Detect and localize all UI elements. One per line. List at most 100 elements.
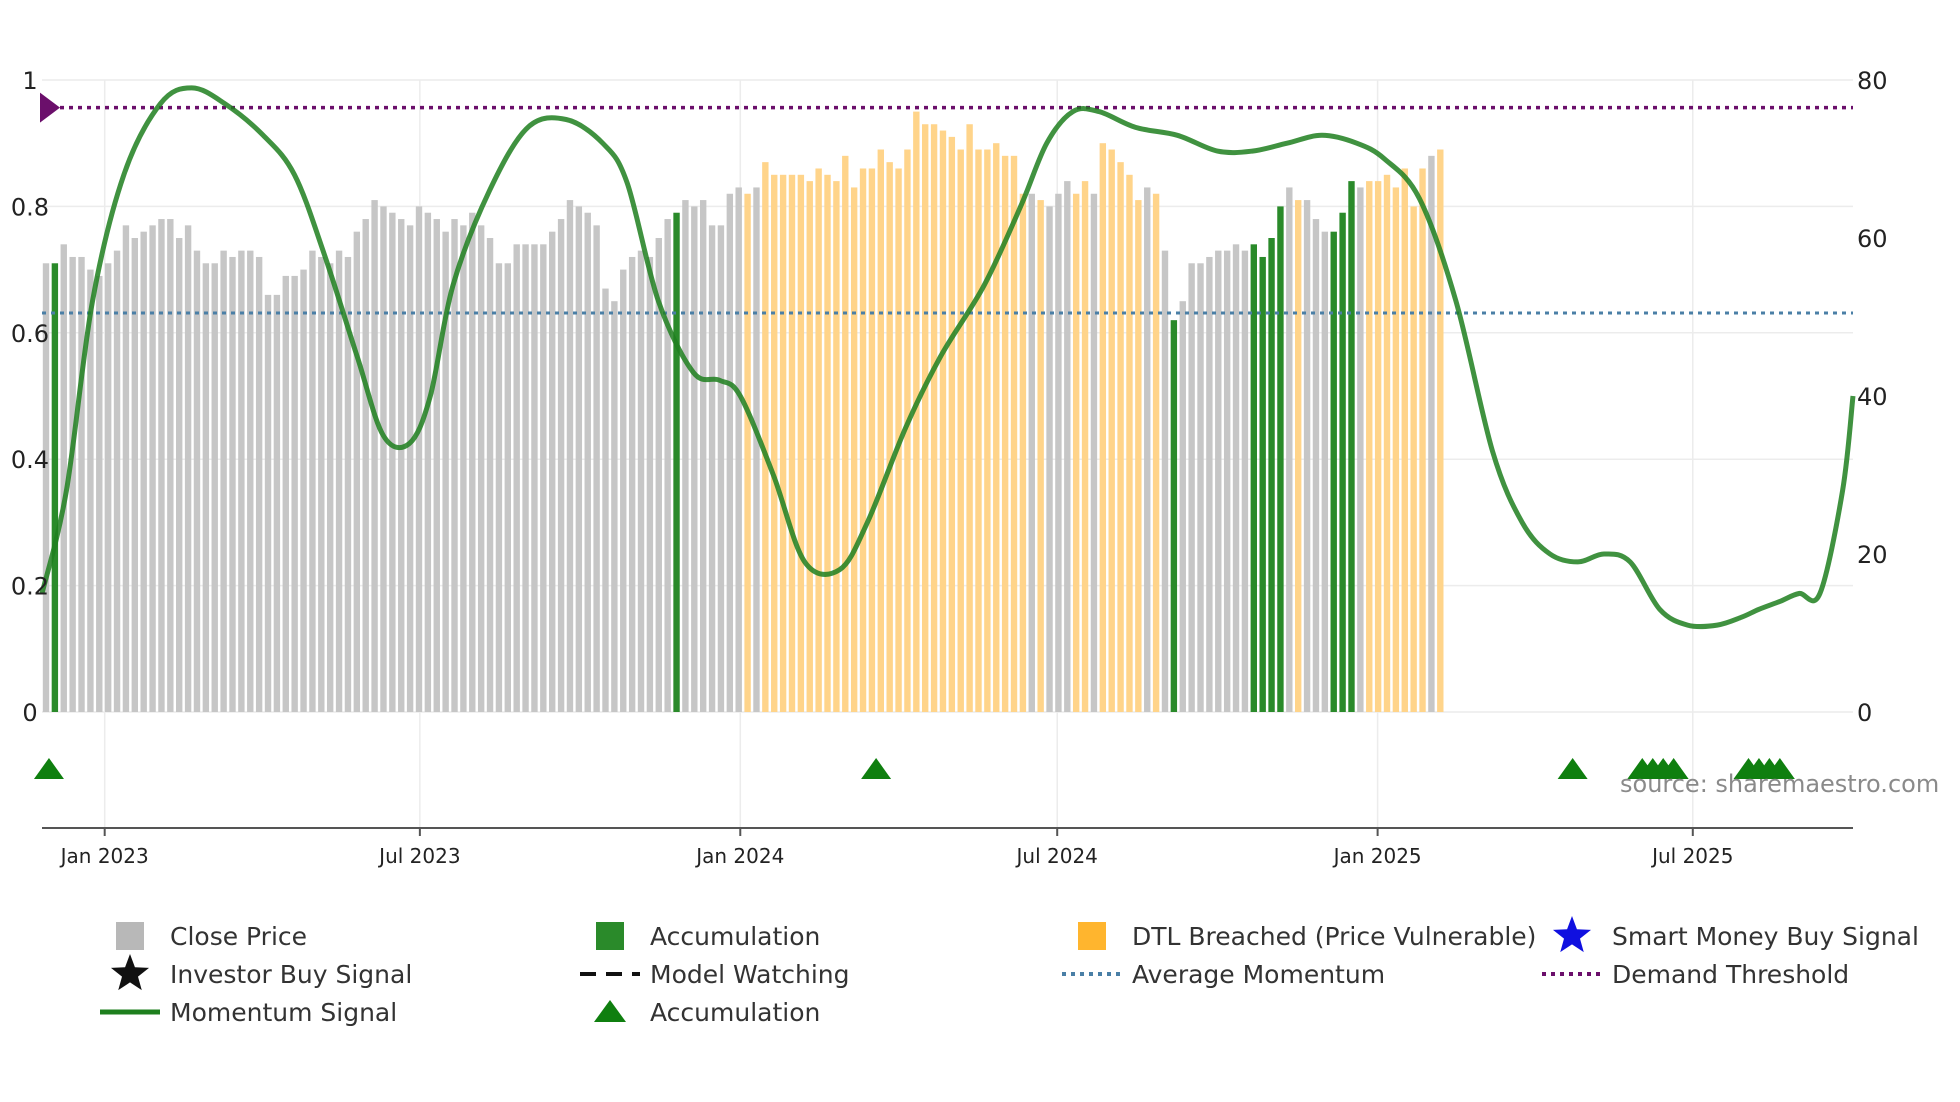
bar-series	[42, 111, 1444, 713]
bar	[1028, 193, 1035, 712]
bar	[1312, 219, 1320, 713]
bar	[291, 275, 298, 712]
bar	[886, 162, 893, 712]
bar	[184, 225, 192, 713]
left-axis-ticks: 0 0.2 0.4 0.6 0.8 1	[11, 67, 49, 727]
bar	[575, 206, 583, 712]
bar	[220, 250, 227, 712]
accumulation-legend-icon	[596, 922, 624, 950]
bar	[593, 225, 600, 713]
bar	[371, 200, 378, 712]
bar	[1072, 193, 1080, 712]
bar	[1383, 174, 1391, 713]
bar	[1197, 263, 1204, 712]
bar	[922, 124, 929, 713]
bar	[1259, 256, 1266, 712]
right-axis-ticks: 0 20 40 60 80	[1857, 67, 1888, 727]
bar	[522, 244, 529, 712]
bar	[42, 263, 50, 712]
bar	[69, 256, 76, 712]
bar	[930, 124, 938, 713]
bar	[1330, 231, 1337, 712]
reference-lines	[40, 92, 1853, 315]
legend-label: Investor Buy Signal	[170, 960, 412, 989]
bar	[442, 231, 449, 712]
bar	[566, 200, 574, 712]
bar	[771, 174, 778, 713]
bar	[398, 219, 405, 713]
bar	[424, 212, 432, 712]
bar	[309, 250, 316, 712]
bar	[966, 124, 973, 713]
left-tick-label: 1	[22, 67, 37, 95]
bar	[1108, 149, 1115, 712]
bar	[1303, 200, 1311, 712]
bar	[273, 294, 281, 712]
bar	[1001, 155, 1009, 713]
legend-label: Accumulation	[650, 922, 820, 951]
bar	[255, 256, 263, 712]
bar	[1401, 168, 1408, 713]
close-price-legend-icon	[116, 922, 144, 950]
bar	[726, 193, 734, 712]
bar	[708, 225, 716, 713]
bar	[1010, 155, 1018, 713]
bar	[158, 219, 165, 713]
bar	[78, 256, 85, 712]
bar	[1268, 238, 1275, 712]
bar	[149, 225, 156, 713]
bar	[1064, 181, 1071, 712]
bar	[211, 263, 218, 712]
bar	[744, 193, 751, 712]
left-tick-label: 0.4	[11, 446, 49, 474]
bar	[842, 155, 849, 713]
bar	[1241, 250, 1249, 712]
x-tick-label: Jan 2024	[694, 844, 784, 868]
bar	[611, 301, 618, 712]
bar	[433, 219, 440, 713]
right-tick-label: 40	[1857, 383, 1888, 411]
bar	[335, 250, 343, 712]
bar	[1090, 193, 1098, 712]
bar	[717, 225, 725, 713]
bar	[122, 225, 130, 713]
bar	[87, 269, 94, 712]
bar	[131, 238, 139, 712]
bar	[993, 143, 1000, 712]
bar	[549, 231, 556, 712]
legend-label: DTL Breached (Price Vulnerable)	[1132, 922, 1536, 951]
bar	[753, 187, 760, 712]
bar	[1277, 206, 1284, 712]
legend-label: Average Momentum	[1132, 960, 1385, 989]
x-tick-label: Jul 2024	[1015, 844, 1098, 868]
bar	[850, 187, 858, 712]
bar	[1348, 181, 1355, 712]
bar	[415, 206, 423, 712]
bar	[646, 256, 654, 712]
left-tick-label: 0.8	[11, 193, 49, 221]
bar	[326, 263, 334, 712]
bar	[1135, 200, 1142, 712]
bar	[1392, 187, 1400, 712]
bar	[877, 149, 884, 712]
bar	[318, 256, 325, 712]
bar	[1188, 263, 1195, 712]
bar	[1161, 250, 1169, 712]
bar	[673, 212, 680, 712]
left-tick-label: 0	[22, 699, 37, 727]
dtl-legend-icon	[1078, 922, 1106, 950]
bar	[1081, 181, 1089, 712]
bar	[699, 200, 707, 712]
right-tick-label: 0	[1857, 699, 1872, 727]
bar	[264, 294, 272, 712]
smart-money-star-icon	[1552, 916, 1592, 953]
bar	[557, 219, 565, 713]
bar	[140, 231, 147, 712]
bar	[602, 288, 609, 712]
bar	[735, 187, 742, 712]
bar	[1046, 206, 1053, 712]
bar	[975, 149, 982, 712]
x-tick-label: Jan 2025	[1332, 844, 1422, 868]
bar	[504, 263, 512, 712]
accumulation-marker	[1764, 758, 1795, 779]
